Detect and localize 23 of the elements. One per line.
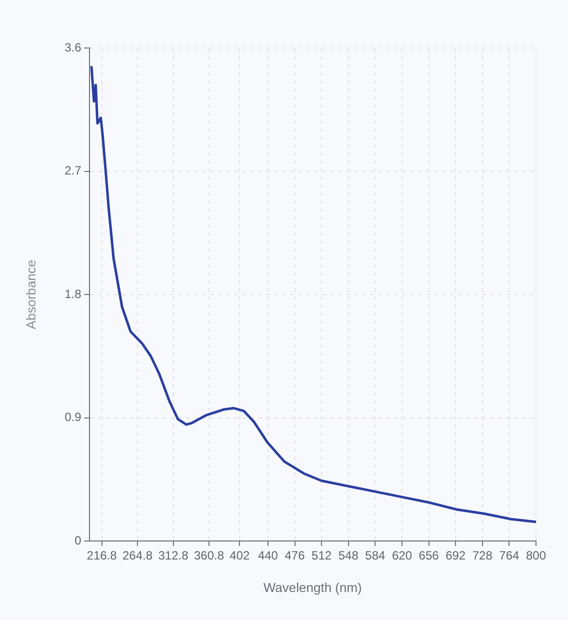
x-tick-label: 264.8 [122, 548, 153, 563]
x-tick-label: 692 [446, 548, 466, 563]
x-tick-label: 512 [312, 548, 332, 563]
x-tick-label: 800 [526, 548, 546, 563]
x-tick-label: 548 [338, 548, 359, 563]
x-tick-label: 620 [392, 548, 412, 563]
x-tick-label: 728 [472, 548, 493, 563]
x-tick-label: 476 [284, 548, 306, 563]
y-tick-label: 2.7 [64, 164, 82, 178]
y-tick-label: 3.6 [64, 40, 82, 54]
y-tick-label: 0.9 [64, 410, 82, 424]
x-tick-label: 360.8 [194, 548, 224, 563]
x-tick-label: 656 [418, 548, 440, 563]
y-tick-label: 1.8 [64, 286, 82, 301]
x-tick-label: 764 [499, 548, 520, 563]
x-tick-label: 312.8 [158, 548, 189, 563]
x-tick-label: 584 [365, 548, 386, 563]
x-tick-label: 216.8 [86, 548, 118, 563]
y-tick-label: 0 [74, 533, 82, 548]
x-tick-label: 440 [258, 548, 278, 563]
x-tick-label: 402 [230, 548, 250, 563]
y-axis-title: Absorbance [23, 260, 38, 330]
x-axis-title: Wavelength (nm) [263, 580, 362, 595]
